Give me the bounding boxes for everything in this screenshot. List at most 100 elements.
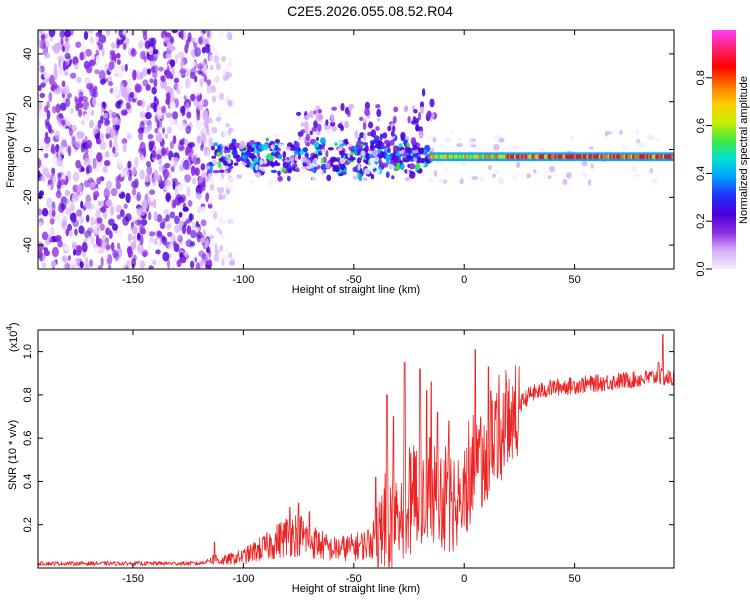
- noise-cell: [174, 215, 180, 225]
- noise-cell: [89, 119, 94, 129]
- noise-cell: [38, 170, 41, 179]
- halo-cell: [547, 175, 552, 180]
- noise-cell: [169, 211, 176, 219]
- x-tick-label: -100: [232, 274, 254, 286]
- noise-cell: [76, 183, 83, 193]
- noise-cell: [188, 213, 194, 221]
- noise-cell: [202, 229, 206, 238]
- plume-cell: [311, 126, 317, 132]
- band-cell: [380, 151, 385, 158]
- noise-cell: [202, 128, 207, 135]
- noise-cell: [121, 262, 127, 269]
- noise-cell: [182, 224, 187, 235]
- noise-cell: [74, 228, 78, 236]
- noise-cell: [120, 102, 127, 111]
- noise-cell: [92, 127, 96, 137]
- noise-cell: [180, 58, 184, 69]
- band-cell: [385, 171, 390, 178]
- halo-cell: [404, 136, 410, 140]
- band-cell: [408, 171, 416, 179]
- noise-cell: [148, 45, 154, 56]
- noise-cell: [49, 218, 55, 225]
- noise-cell: [103, 187, 111, 199]
- band-cell: [217, 160, 222, 168]
- noise-cell: [59, 30, 65, 39]
- noise-cell: [94, 69, 100, 75]
- plume-cell: [390, 130, 395, 137]
- noise-cell: [46, 109, 51, 120]
- noise-cell: [209, 64, 214, 71]
- noise-cell: [108, 218, 115, 226]
- y-tick-label: 0.4: [22, 474, 34, 489]
- band-cell: [269, 161, 275, 167]
- band-cell: [332, 157, 338, 161]
- noise-cell: [55, 42, 62, 51]
- noise-cell: [116, 214, 122, 220]
- noise-cell: [73, 63, 79, 70]
- noise-cell: [161, 236, 168, 246]
- plume-cell: [354, 130, 359, 139]
- noise-cell: [156, 120, 160, 129]
- spectrogram-x-ticks: -150 -100 -50 0 50: [122, 30, 581, 286]
- noise-cell: [127, 247, 132, 259]
- noise-cell: [76, 76, 82, 84]
- noise-cell: [161, 146, 166, 156]
- band-cell: [218, 169, 225, 173]
- noise-cell: [71, 198, 77, 205]
- x-tick-label: -50: [346, 573, 362, 585]
- halo-cell: [432, 136, 437, 143]
- noise-cell: [191, 221, 196, 230]
- spectrogram-y-label: Frequency (Hz): [5, 112, 17, 188]
- noise-cell: [96, 138, 102, 145]
- noise-cell: [148, 141, 154, 152]
- noise-cell: [84, 200, 92, 210]
- noise-cell: [190, 93, 196, 102]
- noise-cell: [132, 69, 137, 81]
- noise-cell: [77, 245, 83, 254]
- colorbar-tick-label: 0.0: [695, 261, 707, 276]
- halo-cell: [312, 159, 317, 164]
- plume-cell: [304, 126, 309, 135]
- colorbar-ticks: 0.0 0.2 0.4 0.6 0.8: [695, 70, 712, 277]
- halo-cell: [360, 150, 366, 157]
- noise-cell: [102, 252, 109, 260]
- noise-cell: [88, 86, 96, 93]
- noise-cell: [69, 230, 73, 238]
- plume-cell: [362, 122, 367, 130]
- noise-cell: [53, 69, 58, 80]
- halo-cell: [255, 164, 259, 171]
- band-cell: [277, 175, 283, 182]
- noise-cell: [117, 232, 123, 239]
- noise-cell: [206, 84, 212, 94]
- spectrogram-y-ticks: -40 -20 0 20 40: [22, 48, 674, 253]
- noise-cell: [129, 91, 135, 98]
- noise-cell: [38, 85, 42, 92]
- halo-cell: [544, 170, 550, 174]
- noise-cell: [47, 185, 51, 191]
- noise-cell: [155, 259, 161, 267]
- halo-cell: [634, 173, 640, 178]
- halo-cell: [460, 161, 467, 168]
- halo-cell: [619, 130, 623, 135]
- band-cell: [295, 168, 300, 173]
- noise-cell: [115, 181, 121, 190]
- noise-cell: [179, 164, 184, 172]
- noise-cell: [60, 203, 66, 211]
- noise-cell: [61, 80, 66, 88]
- noise-cell: [38, 101, 43, 112]
- halo-cell: [272, 133, 277, 137]
- noise-cell: [144, 175, 149, 183]
- noise-cell: [216, 227, 221, 232]
- noise-cell: [48, 30, 56, 38]
- noise-cell: [208, 54, 215, 62]
- band-cell: [404, 169, 408, 174]
- noise-cell: [201, 46, 206, 54]
- noise-cell: [83, 157, 91, 167]
- band-cell: [211, 155, 217, 159]
- noise-cell: [120, 170, 124, 178]
- halo-cell: [412, 149, 419, 154]
- noise-cell: [200, 237, 207, 243]
- snr-panel: -150 -100 -50 0 50 0.2 0.4 0.6 0.8 1.0 Height of…: [5, 322, 675, 595]
- noise-cell: [200, 181, 206, 192]
- noise-cell: [152, 49, 159, 55]
